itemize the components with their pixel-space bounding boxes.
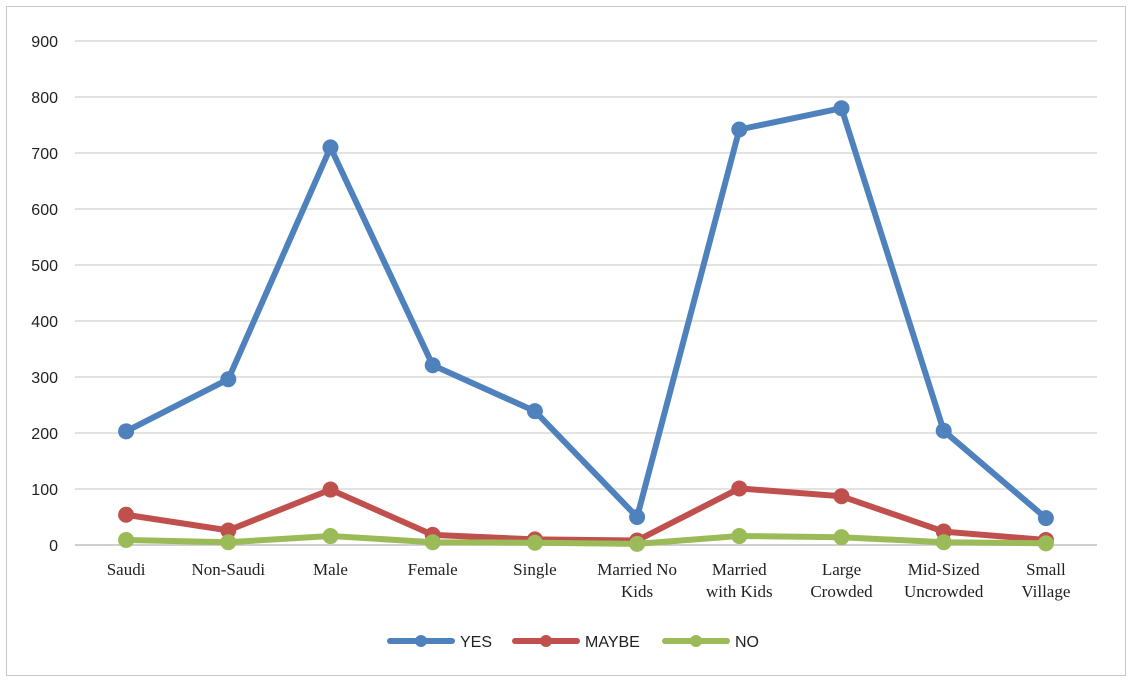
data-point-yes [833,100,850,117]
legend-label-yes: YES [460,634,492,651]
data-point-no [322,528,339,545]
x-tick-label: Male [313,560,348,579]
y-tick-label: 300 [31,370,58,387]
legend-label-no: NO [735,634,759,651]
data-point-no [220,534,237,551]
data-point-yes [220,371,237,388]
x-tick-label: Saudi [107,560,146,579]
y-tick-label: 200 [31,426,58,443]
series-line-yes [123,105,1049,522]
data-point-no [935,534,952,551]
data-point-no [629,535,646,552]
data-point-no [1037,535,1054,552]
data-point-yes [731,121,748,138]
y-tick-label: 800 [31,90,58,107]
x-tick-label: Large Crowded [810,560,873,601]
data-point-no [731,528,748,545]
legend-label-maybe: MAYBE [585,634,640,651]
data-point-maybe [118,506,135,523]
legend-marker-yes [415,635,427,647]
data-point-no [526,534,543,551]
y-tick-label: 0 [49,538,58,555]
y-tick-label: 700 [31,146,58,163]
data-point-maybe [833,488,850,505]
data-point-yes [935,422,952,439]
data-point-no [118,531,135,548]
x-tick-label: Married No Kids [597,560,677,601]
x-tick-label: Small Village [1021,560,1070,601]
data-point-yes [322,139,339,156]
x-tick-label: Mid-Sized Uncrowded [904,560,984,601]
legend-marker-maybe [540,635,552,647]
data-point-no [424,534,441,551]
data-point-yes [629,509,646,525]
y-tick-label: 600 [31,202,58,219]
x-tick-label: Female [408,560,458,579]
data-point-yes [424,357,441,374]
y-tick-label: 900 [31,34,58,51]
x-tick-label: Married with Kids [706,560,773,601]
series-line-maybe [123,485,1049,544]
data-point-maybe [322,481,339,498]
data-point-maybe [220,522,237,539]
legend-marker-no [690,635,702,647]
x-tick-label: Non-Saudi [191,560,265,579]
y-tick-label: 400 [31,314,58,331]
data-point-no [833,529,850,546]
chart-frame [6,6,1126,676]
data-point-yes [1037,510,1054,527]
series-line-no [123,533,1049,547]
y-tick-label: 100 [31,482,58,499]
x-tick-label: Single [513,560,556,579]
data-point-maybe [731,480,748,497]
y-tick-label: 500 [31,258,58,275]
data-point-yes [118,423,135,440]
data-point-yes [526,403,543,420]
